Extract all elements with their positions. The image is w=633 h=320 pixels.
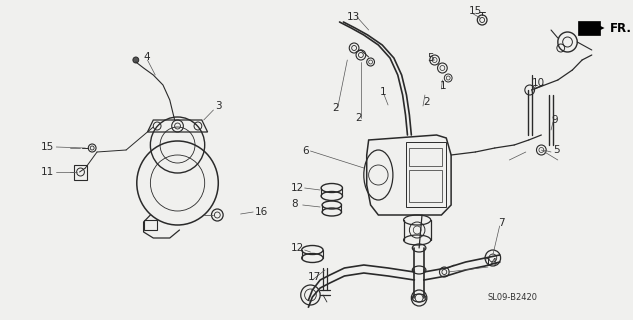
Text: 11: 11 — [41, 167, 54, 177]
Text: 3: 3 — [215, 101, 222, 111]
Text: SL09-B2420: SL09-B2420 — [487, 293, 537, 302]
Text: 1: 1 — [439, 81, 446, 91]
Bar — [410, 170, 442, 202]
Text: 1: 1 — [380, 87, 387, 97]
Text: 2: 2 — [423, 97, 430, 107]
Text: 12: 12 — [291, 183, 304, 193]
Text: 10: 10 — [532, 78, 545, 88]
Text: 15: 15 — [468, 6, 482, 16]
Text: 6: 6 — [303, 146, 310, 156]
Text: FR.: FR. — [610, 21, 632, 35]
Text: 17: 17 — [308, 272, 321, 282]
Circle shape — [133, 57, 139, 63]
Text: 2: 2 — [332, 103, 339, 113]
Text: 16: 16 — [255, 207, 268, 217]
Polygon shape — [578, 21, 599, 35]
Text: 8: 8 — [291, 199, 298, 209]
Bar — [410, 148, 442, 166]
Bar — [406, 142, 446, 207]
Text: 4: 4 — [144, 52, 150, 62]
Bar — [144, 220, 157, 230]
Text: 14: 14 — [485, 258, 498, 268]
Text: 15: 15 — [41, 142, 54, 152]
Text: 7: 7 — [498, 218, 505, 228]
Text: 13: 13 — [348, 12, 361, 22]
Text: 2: 2 — [355, 113, 361, 123]
Text: 5: 5 — [553, 145, 560, 155]
Text: 5: 5 — [427, 53, 434, 63]
Text: 9: 9 — [551, 115, 558, 125]
Text: 12: 12 — [291, 243, 304, 253]
